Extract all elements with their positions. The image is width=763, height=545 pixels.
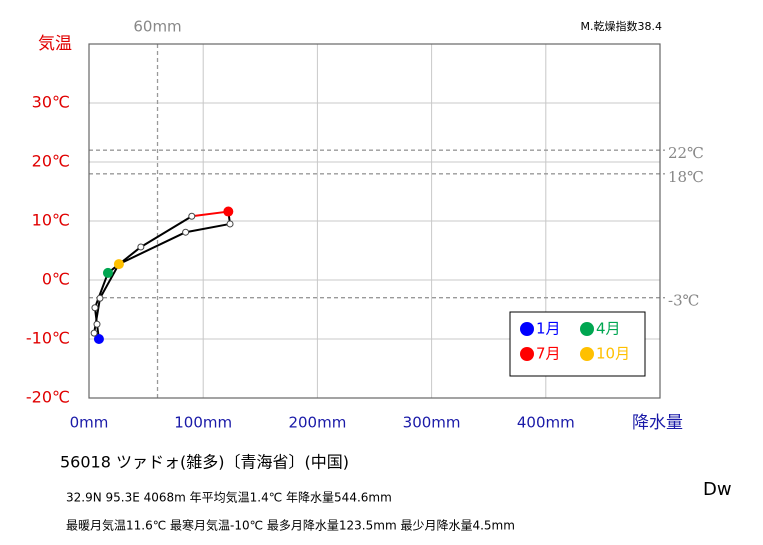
index-label: M.乾燥指数38.4 bbox=[581, 19, 662, 33]
month-point bbox=[182, 228, 190, 236]
month-point bbox=[137, 243, 145, 251]
month-point bbox=[90, 329, 98, 337]
y-axis-label: 気温 bbox=[38, 34, 72, 54]
x-tick-label: 200mm bbox=[288, 414, 346, 432]
ref-label: 22℃ bbox=[668, 144, 704, 162]
legend-label: 4月 bbox=[596, 320, 621, 338]
legend-label: 10月 bbox=[596, 345, 630, 363]
legend-marker bbox=[580, 322, 594, 336]
loop-segment bbox=[94, 272, 109, 309]
info-line: 最暖月気温11.6℃ 最寒月気温-10℃ 最多月降水量123.5mm 最少月降水… bbox=[66, 518, 515, 533]
legend-label: 1月 bbox=[536, 320, 561, 338]
station-title: 56018 ツァドォ(雑多)〔青海省〕(中国) bbox=[60, 453, 349, 472]
month-point bbox=[188, 212, 196, 220]
month-point bbox=[223, 206, 234, 217]
month-point bbox=[102, 267, 113, 278]
loop-segment bbox=[185, 222, 231, 234]
y-tick-label: 20℃ bbox=[32, 152, 70, 171]
loop-segment bbox=[191, 210, 229, 218]
loop-segment bbox=[99, 263, 120, 299]
legend-marker bbox=[580, 347, 594, 361]
month-point bbox=[93, 334, 104, 344]
x-tick-label: 0mm bbox=[70, 414, 109, 432]
info-line: 32.9N 95.3E 4068m 年平均気温1.4℃ 年降水量544.6mm bbox=[66, 490, 392, 505]
y-tick-label: -20℃ bbox=[26, 388, 70, 407]
legend-marker bbox=[520, 347, 534, 361]
loop-segment bbox=[140, 215, 193, 248]
x-tick-label: 300mm bbox=[403, 414, 461, 432]
legend-box bbox=[509, 311, 646, 377]
legend-label: 7月 bbox=[536, 345, 561, 363]
y-tick-label: 10℃ bbox=[32, 211, 70, 230]
loop-segment bbox=[107, 246, 142, 274]
loop-segment bbox=[93, 298, 101, 334]
ref-label: 60mm bbox=[133, 18, 181, 36]
ref-label: -3℃ bbox=[668, 292, 699, 310]
x-axis-label: 降水量 bbox=[632, 413, 683, 433]
y-tick-label: -10℃ bbox=[26, 329, 70, 348]
legend-marker bbox=[520, 322, 534, 336]
month-point bbox=[93, 320, 101, 328]
ref-label: 18℃ bbox=[668, 168, 704, 186]
month-point bbox=[113, 259, 124, 270]
month-point bbox=[91, 304, 99, 312]
y-tick-label: 30℃ bbox=[32, 93, 70, 112]
climate-code: Dw bbox=[703, 479, 732, 500]
loop-segment bbox=[118, 231, 187, 265]
month-point bbox=[96, 294, 104, 302]
x-tick-label: 400mm bbox=[517, 414, 575, 432]
x-tick-label: 100mm bbox=[174, 414, 232, 432]
month-point bbox=[226, 220, 234, 228]
y-tick-label: 0℃ bbox=[42, 270, 70, 289]
plot-frame bbox=[88, 43, 661, 399]
